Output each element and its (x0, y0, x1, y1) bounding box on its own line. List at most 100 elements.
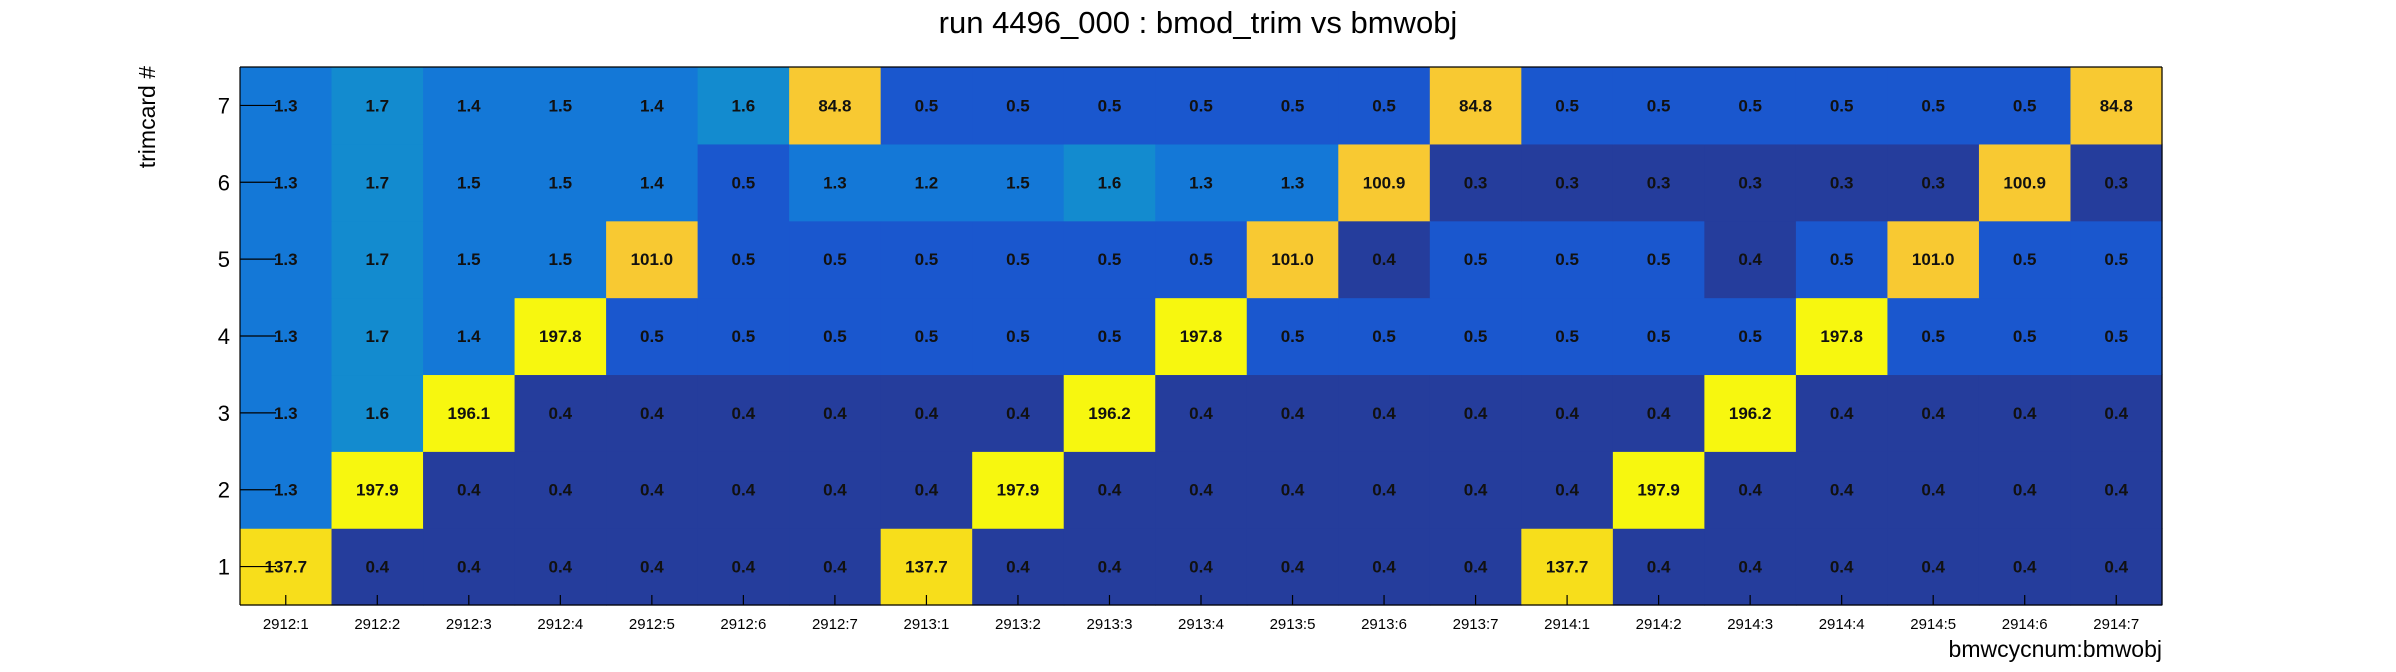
cell-value-label: 0.4 (1372, 250, 1396, 269)
cell-value-label: 0.4 (915, 481, 939, 500)
heatmap-cell (1521, 67, 1614, 145)
heatmap-cell (1978, 451, 2072, 529)
cell-value-label: 0.5 (1098, 327, 1122, 346)
heatmap-cell (1246, 143, 1339, 222)
cell-value-label: 0.4 (1464, 481, 1488, 500)
cell-value-label: 0.5 (2013, 96, 2037, 115)
cell-value-label: 0.5 (1830, 96, 1854, 115)
heatmap-cell (1612, 528, 1705, 606)
cell-value-label: 1.7 (365, 250, 389, 269)
cell-value-label: 1.3 (1189, 173, 1213, 192)
cell-value-label: 0.3 (1647, 173, 1671, 192)
heatmap-cell (880, 528, 973, 606)
heatmap-cell (972, 220, 1065, 299)
cell-value-label: 0.4 (365, 558, 389, 577)
heatmap-cell (331, 374, 424, 452)
cell-value-label: 0.4 (823, 481, 847, 500)
heatmap-cell (1521, 451, 1614, 529)
heatmap-cell (1704, 451, 1797, 529)
cell-value-label: 0.4 (1738, 558, 1762, 577)
heatmap-cell (423, 67, 516, 145)
cell-value-label: 84.8 (818, 96, 851, 115)
heatmap-cell (880, 374, 973, 452)
x-tick-label: 2912:3 (446, 616, 492, 633)
cell-value-label: 0.5 (915, 327, 939, 346)
cell-value-label: 0.5 (1647, 250, 1671, 269)
cell-value-label: 1.7 (365, 173, 389, 192)
y-tick-label: 5 (218, 247, 230, 272)
y-tick-label: 1 (218, 555, 230, 580)
cell-value-label: 196.2 (1729, 404, 1772, 423)
heatmap-cell (1704, 143, 1797, 222)
heatmap-cell (1612, 297, 1705, 376)
cell-value-label: 0.4 (1921, 558, 1945, 577)
heatmap-cell (880, 143, 973, 222)
cell-value-label: 0.5 (1921, 327, 1945, 346)
x-tick-label: 2913:6 (1361, 616, 1407, 633)
heatmap-cell (1063, 297, 1156, 376)
cell-value-label: 1.5 (549, 96, 573, 115)
cell-value-label: 0.5 (1281, 96, 1305, 115)
cell-value-label: 0.4 (1464, 404, 1488, 423)
cell-value-label: 0.5 (1098, 250, 1122, 269)
cell-value-label: 1.3 (274, 481, 298, 500)
cell-value-label: 0.4 (1830, 558, 1854, 577)
heatmap-cell (1795, 220, 1889, 299)
heatmap-cell (697, 374, 790, 452)
heatmap-cell (1887, 374, 1980, 452)
cell-value-label: 197.9 (1637, 481, 1680, 500)
cell-value-label: 0.5 (1555, 96, 1579, 115)
heatmap-cell (514, 451, 607, 529)
heatmap-cell (1429, 67, 1522, 145)
heatmap-cell (514, 143, 607, 222)
heatmap-cell (789, 374, 882, 452)
cell-value-label: 197.8 (1820, 327, 1863, 346)
heatmap-cell (880, 220, 973, 299)
heatmap-cell (514, 528, 607, 606)
heatmap-cell (423, 143, 516, 222)
heatmap-cell (697, 528, 790, 606)
cell-value-label: 0.4 (2013, 404, 2037, 423)
heatmap-cell (1429, 220, 1522, 299)
cell-value-label: 0.4 (1189, 481, 1213, 500)
cell-value-label: 0.5 (1464, 250, 1488, 269)
heatmap-cell (1887, 297, 1980, 376)
cell-value-label: 0.4 (1281, 404, 1305, 423)
heatmap-cell (789, 143, 882, 222)
y-axis-label: trimcard # (134, 66, 160, 168)
cell-value-label: 197.8 (1180, 327, 1223, 346)
x-tick-label: 2912:7 (812, 616, 858, 633)
cell-value-label: 0.5 (1738, 96, 1762, 115)
heatmap-cell (1155, 220, 1248, 299)
cell-value-label: 84.8 (2100, 96, 2133, 115)
heatmap-cell (514, 374, 607, 452)
cell-value-label: 0.5 (1098, 96, 1122, 115)
cell-value-label: 0.5 (1647, 327, 1671, 346)
heatmap-cell (1887, 451, 1980, 529)
heatmap-cell (1795, 67, 1889, 145)
x-tick-label: 2914:6 (2002, 616, 2048, 633)
cell-value-label: 197.9 (997, 481, 1040, 500)
heatmap-cell (1063, 143, 1156, 222)
cell-value-label: 0.4 (1830, 481, 1854, 500)
cell-value-label: 0.4 (2104, 558, 2128, 577)
x-tick-label: 2913:7 (1453, 616, 1499, 633)
heatmap-cell (1246, 374, 1339, 452)
cell-value-label: 0.5 (732, 173, 756, 192)
heatmap-cell (331, 451, 424, 529)
cell-value-label: 196.1 (448, 404, 491, 423)
x-tick-label: 2914:7 (2093, 616, 2139, 633)
heatmap-cell (789, 451, 882, 529)
heatmap-cell (1155, 143, 1248, 222)
cell-value-label: 0.5 (915, 96, 939, 115)
heatmap-cell (1063, 528, 1156, 606)
x-axis-label: bmwcycnum:bmwobj (1949, 636, 2162, 662)
cell-value-label: 0.5 (1189, 96, 1213, 115)
heatmap-cell (606, 143, 699, 222)
y-tick-label: 2 (218, 478, 230, 503)
heatmap-cell (1429, 297, 1522, 376)
heatmap-cell (1704, 67, 1797, 145)
heatmap-cell (2070, 220, 2163, 299)
heatmap-cell (1612, 67, 1705, 145)
cell-value-label: 0.5 (732, 327, 756, 346)
